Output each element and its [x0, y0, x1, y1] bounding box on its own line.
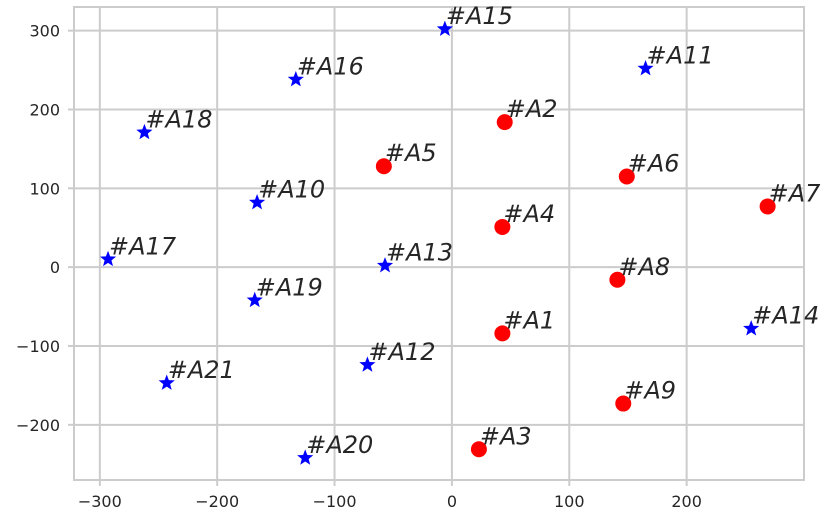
point-label: #A15 — [446, 2, 513, 30]
data-markers — [99, 20, 776, 465]
plot-frame — [73, 6, 805, 481]
star-marker — [136, 123, 153, 140]
circle-marker — [609, 271, 626, 288]
y-tick-label: −200 — [16, 416, 60, 435]
point-label: #A8 — [618, 253, 670, 281]
point-label: #A5 — [385, 139, 437, 167]
x-tick-label: 200 — [671, 492, 702, 511]
point-label: #A18 — [145, 105, 212, 133]
star-marker — [743, 320, 760, 336]
point-label: #A20 — [306, 431, 373, 459]
x-tick-label: 100 — [554, 492, 585, 511]
y-tick-label: 0 — [50, 258, 60, 277]
star-marker — [249, 194, 266, 210]
circle-marker — [496, 114, 513, 131]
circle-marker — [375, 158, 392, 175]
x-tick-label: 0 — [447, 492, 457, 511]
circle-marker — [470, 441, 487, 458]
x-axis-ticks: −300 −200 −100 0 100 200 — [78, 480, 702, 511]
circle-marker — [615, 395, 632, 412]
star-marker — [246, 291, 263, 308]
point-label: #A14 — [752, 302, 819, 330]
star-marker — [359, 356, 376, 372]
y-axis-ticks: −200 −100 0 100 200 300 — [16, 22, 74, 435]
circle-marker — [494, 325, 511, 342]
star-marker — [297, 449, 314, 465]
y-tick-label: 300 — [29, 22, 60, 41]
circle-marker — [494, 218, 511, 235]
point-label: #A19 — [256, 273, 323, 301]
point-label: #A2 — [506, 95, 558, 123]
star-marker — [376, 257, 394, 273]
x-tick-label: −100 — [313, 492, 357, 511]
star-marker — [158, 374, 175, 390]
point-label: #A3 — [480, 422, 532, 450]
circle-marker — [759, 198, 776, 215]
point-label: #A4 — [503, 200, 555, 228]
point-label: #A16 — [297, 53, 364, 81]
point-label: #A13 — [386, 239, 453, 267]
star-marker — [436, 20, 453, 36]
point-labels: #A1 #A2 #A3 #A4 #A5 #A6 #A7 #A8 #A9 #A10 #A11 #A12 #… — [109, 2, 821, 459]
point-label: #A9 — [624, 377, 676, 405]
point-label: #A7 — [769, 179, 822, 207]
point-label: #A12 — [368, 338, 435, 366]
point-label: #A10 — [258, 176, 325, 204]
y-tick-label: 100 — [29, 179, 60, 198]
point-label: #A17 — [109, 232, 177, 260]
star-marker — [637, 59, 654, 76]
point-label: #A1 — [503, 306, 555, 334]
circle-marker — [618, 168, 635, 185]
y-tick-label: −100 — [16, 337, 60, 356]
x-tick-label: −200 — [195, 492, 239, 511]
point-label: #A11 — [647, 41, 714, 69]
y-tick-label: 200 — [29, 100, 60, 119]
star-marker — [99, 250, 117, 267]
point-label: #A6 — [628, 149, 680, 177]
grid — [74, 7, 804, 480]
point-label: #A21 — [168, 356, 235, 384]
x-tick-label: −300 — [78, 492, 122, 511]
star-marker — [287, 71, 304, 87]
